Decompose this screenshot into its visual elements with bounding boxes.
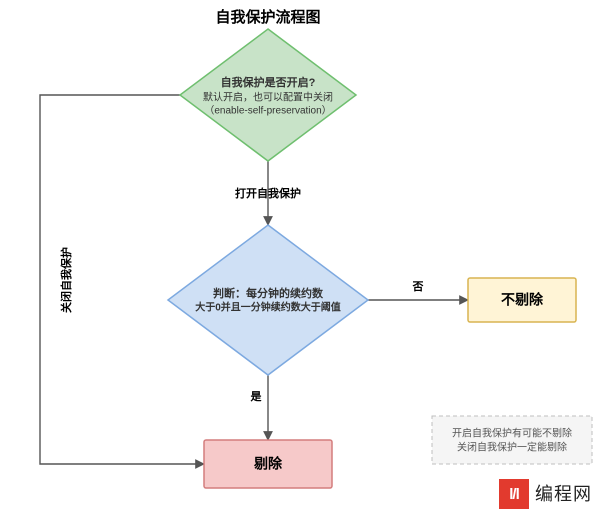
- decision-renewal-threshold: 判断：每分钟的续约数 大于0并且一分钟续约数大于阈值: [168, 225, 368, 375]
- watermark: l/l 编程网: [499, 479, 600, 509]
- edge-close-label: 关闭自我保护: [59, 247, 73, 313]
- diagram-title: 自我保护流程图: [215, 8, 320, 26]
- edge-yes-label: 是: [250, 390, 263, 403]
- decision-self-preservation-enabled: 自我保护是否开启? 默认开启，也可以配置中关闭 （enable-self-pre…: [180, 29, 356, 161]
- edge-open-label: 打开自我保护: [235, 186, 301, 200]
- note-box: 开启自我保护有可能不剔除 关闭自我保护一定能剔除: [432, 416, 592, 464]
- decision2-line2: 大于0并且一分钟续约数大于阈值: [195, 301, 341, 314]
- note-line1: 开启自我保护有可能不剔除: [452, 427, 572, 440]
- note-line2: 关闭自我保护一定能剔除: [457, 441, 567, 454]
- flowchart-canvas: 自我保护流程图 打开自我保护 是 否 关闭自我保护 自我保护是否开启? 默认开启…: [0, 0, 600, 509]
- watermark-brand: 编程网: [529, 479, 600, 509]
- edge-no-label: 否: [412, 280, 424, 293]
- keep-label: 不剔除: [501, 292, 544, 308]
- watermark-logo-icon: l/l: [499, 479, 529, 509]
- decision1-line2: 默认开启，也可以配置中关闭: [203, 91, 333, 104]
- note-shape: [432, 416, 592, 464]
- remove-label: 剔除: [253, 456, 283, 472]
- decision1-line3: （enable-self-preservation）: [204, 105, 331, 117]
- decision2-shape: [168, 225, 368, 375]
- result-keep: 不剔除: [468, 278, 576, 322]
- result-remove: 剔除: [204, 440, 332, 488]
- decision2-line1: 判断：每分钟的续约数: [213, 286, 324, 300]
- decision1-line1: 自我保护是否开启?: [221, 75, 316, 89]
